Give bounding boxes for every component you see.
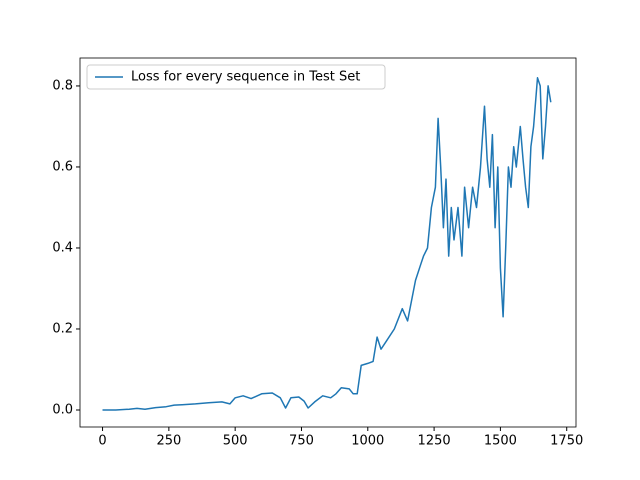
x-tick-label: 500 xyxy=(223,434,248,449)
x-tick-label: 250 xyxy=(156,434,181,449)
x-tick-label: 750 xyxy=(289,434,314,449)
y-tick-label: 0.6 xyxy=(52,159,73,174)
x-tick-label: 1000 xyxy=(351,434,384,449)
x-tick-label: 1750 xyxy=(550,434,583,449)
x-tick-label: 0 xyxy=(98,434,106,449)
x-tick-label: 1500 xyxy=(484,434,517,449)
y-tick-label: 0.0 xyxy=(52,402,73,417)
y-tick-label: 0.2 xyxy=(52,321,73,336)
legend-label: Loss for every sequence in Test Set xyxy=(131,70,360,85)
x-tick-label: 1250 xyxy=(418,434,451,449)
y-tick-label: 0.4 xyxy=(52,240,73,255)
legend-box xyxy=(86,64,386,90)
line xyxy=(102,77,552,411)
axes-frame xyxy=(79,57,577,428)
y-tick-label: 0.8 xyxy=(52,78,73,93)
